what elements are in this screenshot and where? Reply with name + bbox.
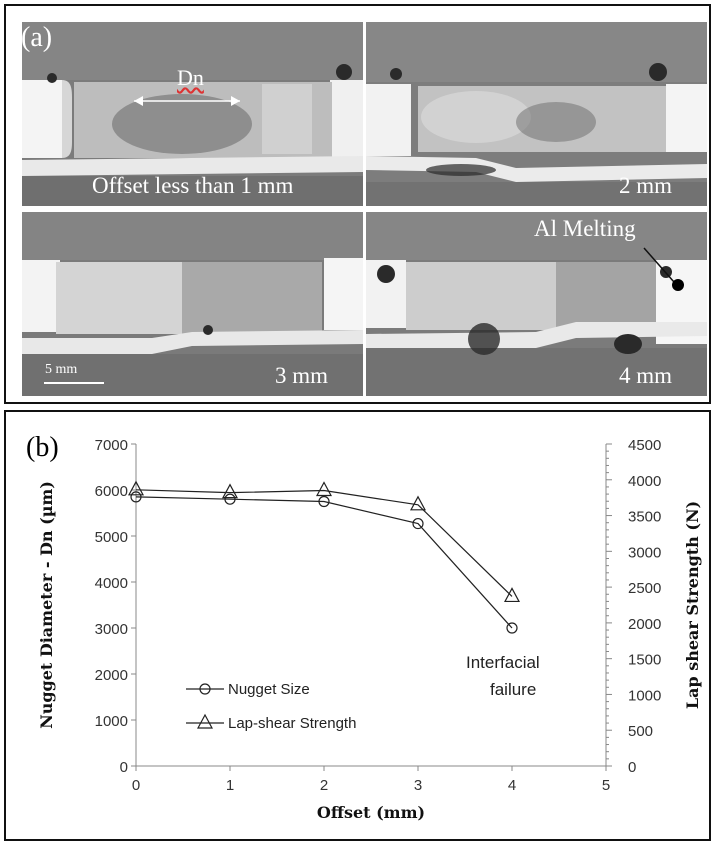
chart-legend: Nugget Size Lap-shear Strength <box>186 681 356 732</box>
y2-axis-label: Lap shear Strength (N) <box>683 501 702 709</box>
dn-label: Dn <box>177 65 204 90</box>
micrograph-caption: Offset less than 1 mm <box>92 173 294 198</box>
y-tick-label: 2000 <box>95 667 128 684</box>
x-tick-label: 0 <box>132 777 140 794</box>
x-tick-label: 5 <box>602 777 610 794</box>
micrograph-panel: Offset less than 1 mm Dn 2 mm <box>4 4 711 404</box>
y-tick-label: 4000 <box>95 575 128 592</box>
y-tick-label: 0 <box>120 759 128 776</box>
legend-marker <box>199 683 211 695</box>
lap-shear-point <box>127 480 145 496</box>
nugget-size-point <box>318 495 330 508</box>
legend-label: Lap-shear Strength <box>228 715 356 732</box>
al-melting-label: Al Melting <box>534 216 636 241</box>
lap-shear-line <box>135 489 513 597</box>
nugget-size-point <box>412 517 424 530</box>
x-tick-label: 2 <box>320 777 328 794</box>
chart-panel: (b) 0 1 2 3 4 5 0 1000 2000 3000 4000 5000 6000 7000 0… <box>4 410 711 841</box>
interfacial-failure-annotation: Interfacial failure <box>466 653 544 699</box>
lap-shear-point <box>409 495 427 511</box>
y2-tick-label: 1000 <box>628 687 661 704</box>
y2-tick-label: 3000 <box>628 544 661 561</box>
scale-bar-label: 5 mm <box>45 362 78 377</box>
y2-tick-label: 2500 <box>628 580 661 597</box>
micrograph-offset-lt-1mm: Offset less than 1 mm Dn <box>22 22 363 206</box>
x-tick-label: 1 <box>226 777 234 794</box>
annotation-line-2: failure <box>490 680 536 699</box>
chart-axes: 0 1 2 3 4 5 0 1000 2000 3000 4000 5000 6000 7000 0 500 1… <box>37 437 702 822</box>
nugget-size-line <box>135 496 513 629</box>
y2-tick-label: 3500 <box>628 509 661 526</box>
x-tick-label: 4 <box>508 777 516 794</box>
nugget-size-point <box>506 622 518 634</box>
micrograph-offset-3mm: 5 mm 3 mm <box>22 212 363 396</box>
y2-tick-label: 4000 <box>628 473 661 490</box>
offset-chart: (b) 0 1 2 3 4 5010002000300040005000600070000… <box>26 432 702 822</box>
y2-tick-label: 1500 <box>628 652 661 669</box>
y2-tick-label: 2000 <box>628 616 661 633</box>
micrograph-caption: 3 mm <box>275 363 329 388</box>
y-tick-label: 3000 <box>95 621 128 638</box>
legend-label: Nugget Size <box>228 681 310 698</box>
chart-marks <box>127 480 521 634</box>
lap-shear-point <box>503 587 521 603</box>
y-axis-label: Nugget Diameter - Dn (µm) <box>37 481 56 729</box>
y2-tick-label: 4500 <box>628 437 661 454</box>
nugget-size-point <box>224 493 236 505</box>
lap-shear-point <box>315 481 333 497</box>
x-tick-label: 3 <box>414 777 422 794</box>
y-tick-label: 6000 <box>95 483 128 500</box>
legend-marker <box>196 713 214 729</box>
micrograph-offset-2mm: 2 mm <box>366 22 707 206</box>
annotation-line-1: Interfacial <box>466 653 540 672</box>
nugget-size-point <box>130 491 142 503</box>
y-tick-label: 1000 <box>95 713 128 730</box>
micrograph-caption: 4 mm <box>619 363 673 388</box>
y2-tick-label: 500 <box>628 723 653 740</box>
x-axis-label: Offset (mm) <box>317 803 425 822</box>
panel-b-tag: (b) <box>26 432 59 463</box>
y-tick-label: 7000 <box>95 437 128 454</box>
micrograph-caption: 2 mm <box>619 173 673 198</box>
lap-shear-point <box>221 483 239 499</box>
panel-a-tag: (a) <box>21 22 53 53</box>
micrograph-offset-4mm: Al Melting 4 mm <box>366 212 707 396</box>
y2-tick-label: 0 <box>628 759 636 776</box>
y-tick-label: 5000 <box>95 529 128 546</box>
